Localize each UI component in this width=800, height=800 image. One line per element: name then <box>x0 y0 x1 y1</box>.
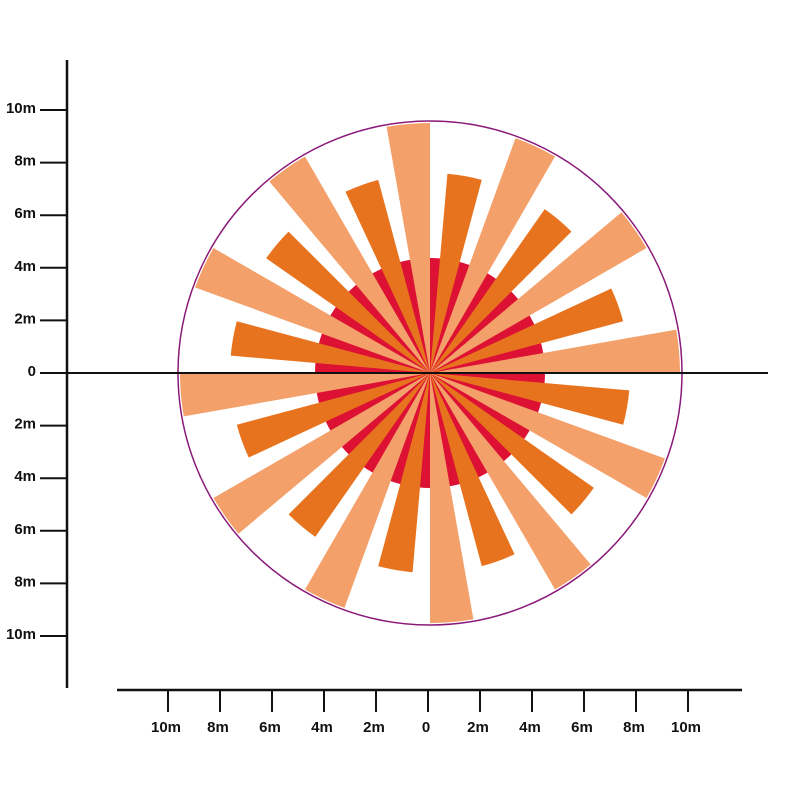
y-tick-label: 0 <box>28 363 36 380</box>
y-tick-label: 10m <box>6 626 36 643</box>
y-tick-label: 8m <box>14 573 36 590</box>
x-tick-label: 10m <box>151 719 181 736</box>
outer-wedge <box>386 123 430 373</box>
y-tick-label: 2m <box>14 310 36 327</box>
outer-wedge <box>430 138 555 373</box>
outer-wedge <box>305 373 430 608</box>
middle-wedge <box>430 373 630 425</box>
y-tick-label: 2m <box>14 416 36 433</box>
middle-wedge <box>378 373 430 573</box>
x-tick-label: 2m <box>363 719 385 736</box>
middle-wedge <box>430 173 482 373</box>
x-tick-label: 4m <box>311 719 333 736</box>
coverage-pattern <box>177 120 683 626</box>
x-tick-label: 6m <box>571 719 593 736</box>
x-tick-label: 8m <box>207 719 229 736</box>
y-tick-label: 4m <box>14 258 36 275</box>
x-tick-label: 2m <box>467 719 489 736</box>
middle-wedge <box>288 373 430 537</box>
middle-wedge <box>430 288 624 373</box>
middle-wedge <box>230 321 430 373</box>
outer-wedge <box>430 373 474 623</box>
y-tick-label: 10m <box>6 100 36 117</box>
middle-wedge <box>345 179 430 373</box>
x-tick-label: 8m <box>623 719 645 736</box>
outer-wedge <box>195 248 430 373</box>
outer-wedge <box>213 373 430 534</box>
y-tick-label: 6m <box>14 521 36 538</box>
outer-wedge <box>430 373 665 498</box>
y-tick-label: 4m <box>14 468 36 485</box>
outer-wedge <box>180 373 430 417</box>
middle-wedge <box>430 373 594 515</box>
y-tick-label: 8m <box>14 153 36 170</box>
outer-wedge <box>269 156 430 373</box>
x-tick-label: 0 <box>422 719 430 736</box>
outer-wedge <box>430 373 591 590</box>
y-tick-label: 6m <box>14 205 36 222</box>
middle-wedge <box>266 231 430 373</box>
outer-wedge <box>430 212 647 373</box>
x-tick-label: 10m <box>671 719 701 736</box>
x-tick-label: 6m <box>259 719 281 736</box>
middle-wedge <box>236 373 430 458</box>
outer-wedge <box>430 329 680 373</box>
x-tick-label: 4m <box>519 719 541 736</box>
middle-wedge <box>430 209 572 373</box>
middle-wedge <box>430 373 515 567</box>
